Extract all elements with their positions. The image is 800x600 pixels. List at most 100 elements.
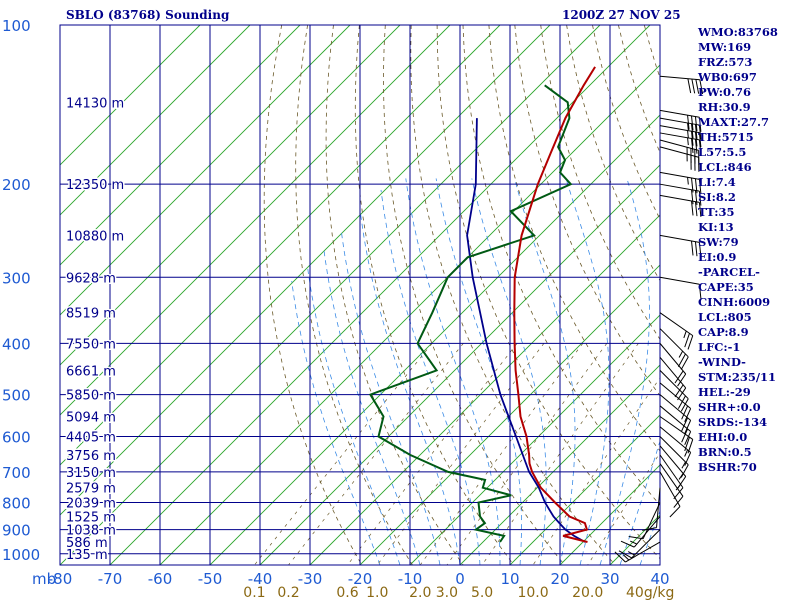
wind-barb-full bbox=[687, 115, 690, 130]
height-label: 10880 m bbox=[66, 229, 124, 244]
wind-barb-full bbox=[694, 241, 698, 257]
wind-barb-full bbox=[698, 125, 702, 140]
wind-barb bbox=[659, 471, 681, 518]
wind-barb-full bbox=[691, 189, 694, 205]
dry-adiabat-line bbox=[263, 25, 363, 565]
temperature-tick-label: -10 bbox=[398, 570, 423, 588]
temperature-tick-label: -70 bbox=[98, 570, 123, 588]
sounding-parameter: TH:5715 bbox=[698, 130, 754, 144]
wind-barb-full bbox=[618, 550, 632, 559]
height-label: 3756 m bbox=[66, 449, 116, 464]
height-label-halo: 586 m bbox=[66, 536, 108, 551]
height-label-halo: 135 m bbox=[66, 548, 108, 563]
sounding-parameter: LCL:846 bbox=[698, 160, 752, 174]
sounding-parameter: SI:8.2 bbox=[698, 190, 736, 204]
wind-barb-staff bbox=[659, 394, 691, 421]
isotherm-line bbox=[259, 164, 660, 565]
wind-barb bbox=[659, 132, 702, 155]
wind-barb bbox=[614, 541, 661, 563]
wind-barb bbox=[618, 529, 661, 559]
wind-barb-full bbox=[680, 398, 689, 412]
wind-barb-full bbox=[684, 408, 692, 423]
moist-adiabat-line bbox=[340, 230, 441, 565]
temperature-trace bbox=[513, 66, 596, 543]
sounding-parameter: CAPE:35 bbox=[698, 280, 754, 294]
height-label-halo: 12350 m bbox=[66, 178, 124, 193]
pressure-tick-label: 200 bbox=[2, 176, 31, 194]
wind-barb-full bbox=[620, 540, 635, 548]
mixing-ratio-label: 0.2 bbox=[277, 585, 299, 600]
height-label-halo: 5094 m bbox=[66, 411, 116, 426]
temperature-tick-label: -60 bbox=[148, 570, 173, 588]
moist-adiabat-line bbox=[291, 281, 381, 565]
sounding-parameter: BSHR:70 bbox=[698, 460, 757, 474]
dry-adiabat-line bbox=[295, 25, 413, 565]
mixing-ratio-label: 20.0 bbox=[572, 585, 603, 600]
sounding-parameter: SHR+:0.0 bbox=[698, 400, 761, 414]
wind-barb-staff bbox=[659, 454, 684, 488]
mixing-ratio-label: 0.6 bbox=[336, 585, 358, 600]
wind-barb-staff bbox=[659, 370, 689, 400]
wind-barb bbox=[659, 343, 687, 387]
wind-barb-full bbox=[681, 428, 689, 443]
height-label: 12350 m bbox=[66, 178, 124, 193]
wind-barb bbox=[659, 405, 692, 446]
wind-barb bbox=[628, 502, 661, 540]
wind-barb bbox=[659, 312, 694, 350]
pressure-tick-label: 1000 bbox=[2, 546, 40, 564]
height-label-halo: 5850 m bbox=[66, 389, 116, 404]
dry-adiabat-line bbox=[383, 25, 565, 565]
pressure-tick-label: 900 bbox=[2, 522, 31, 540]
sounding-parameter: HEL:-29 bbox=[698, 385, 751, 399]
wind-barb-staff bbox=[659, 471, 681, 507]
pressure-tick-label: 100 bbox=[2, 17, 31, 35]
temperature-tick-label: 10 bbox=[500, 570, 519, 588]
wind-barb-full bbox=[681, 405, 689, 420]
wind-barb-half bbox=[678, 350, 684, 358]
temperature-tick-label: -50 bbox=[198, 570, 223, 588]
isotherm-line bbox=[459, 364, 660, 565]
wind-barb bbox=[659, 234, 702, 257]
isotherm-line bbox=[209, 114, 660, 565]
height-label: 586 m bbox=[66, 536, 108, 551]
wind-barb-staff bbox=[659, 117, 700, 126]
isotherm-line bbox=[309, 214, 660, 565]
mixing-ratio-line bbox=[288, 343, 464, 565]
wind-barb-staff bbox=[656, 487, 661, 528]
sounding-parameter: CAP:8.9 bbox=[698, 325, 749, 339]
sounding-parameter: SW:79 bbox=[698, 235, 739, 249]
wind-barb-staff bbox=[659, 75, 700, 81]
isotherm-line bbox=[60, 25, 251, 216]
isotherm-line bbox=[409, 314, 660, 565]
wind-barb-full bbox=[694, 190, 698, 205]
wind-barb-full bbox=[673, 487, 684, 500]
dry-adiabat-line bbox=[436, 25, 660, 560]
wind-barb bbox=[659, 194, 702, 217]
sounding-parameter: SRDS:-134 bbox=[698, 415, 768, 429]
wind-barb-full bbox=[691, 200, 694, 216]
sounding-parameter: WB0:697 bbox=[698, 70, 757, 84]
isotherm-line bbox=[60, 25, 351, 316]
dry-adiabat-line bbox=[514, 25, 660, 397]
height-label-halo: 4405 m bbox=[66, 430, 116, 445]
moist-adiabat-line bbox=[380, 189, 481, 565]
parcel-trace bbox=[466, 118, 586, 543]
wind-barb-staff bbox=[659, 312, 694, 337]
mixing-ratio-line bbox=[419, 343, 584, 565]
height-label: 9628 m bbox=[66, 271, 116, 286]
sounding-parameter: L57:5.5 bbox=[698, 145, 747, 159]
height-label: 2579 m bbox=[66, 482, 116, 497]
sounding-parameter: EI:0.9 bbox=[698, 250, 737, 264]
sounding-parameter: RH:30.9 bbox=[698, 100, 751, 114]
moist-adiabat-line bbox=[307, 265, 401, 565]
wind-barb bbox=[659, 463, 684, 508]
wind-barb bbox=[659, 436, 689, 478]
plot-border bbox=[59, 24, 661, 566]
chart-title: SBLO (83768) Sounding bbox=[66, 8, 230, 22]
wind-barb bbox=[659, 416, 694, 454]
temperature-tick-label: -40 bbox=[248, 570, 273, 588]
dry-adiabat-line bbox=[325, 25, 464, 565]
mixing-ratio-line bbox=[532, 377, 660, 565]
isotherm-line bbox=[60, 25, 601, 565]
mixing-ratio-label: 0.1 bbox=[243, 585, 265, 600]
